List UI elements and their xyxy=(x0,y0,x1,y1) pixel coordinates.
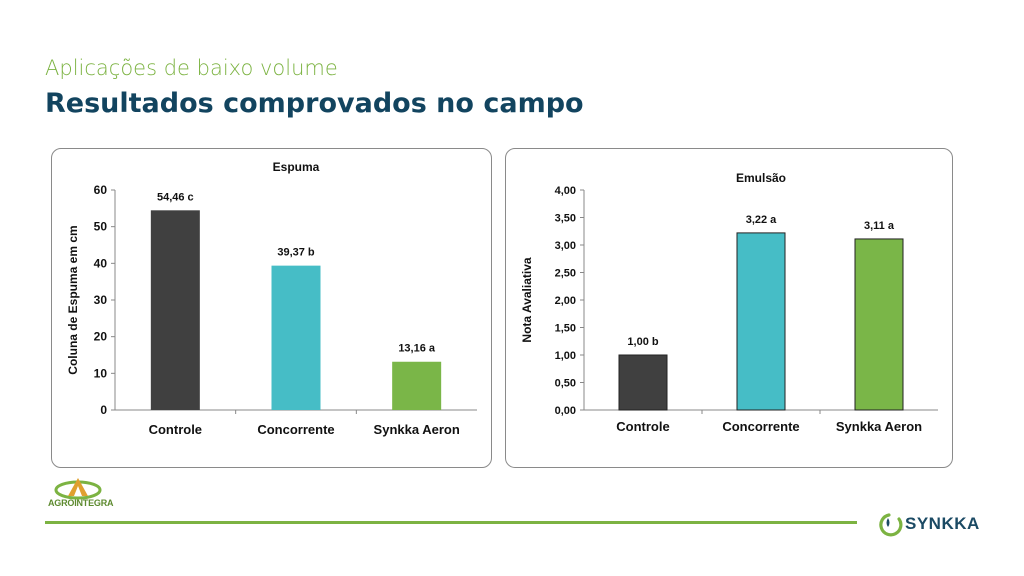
bar-controle xyxy=(150,210,200,410)
footer-divider xyxy=(45,521,857,524)
data-label: 39,37 b xyxy=(277,247,315,259)
category-label: Synkka Aeron xyxy=(374,422,460,437)
y-axis-title: Nota Avaliativa xyxy=(520,257,534,342)
y-tick-label: 2,50 xyxy=(555,268,576,280)
data-label: 3,22 a xyxy=(746,214,777,226)
category-label: Controle xyxy=(149,422,202,437)
category-label: Synkka Aeron xyxy=(836,419,922,434)
y-tick-label: 1,50 xyxy=(555,323,576,335)
y-axis-title: Coluna de Espuma em cm xyxy=(66,225,80,374)
bar-concorrente xyxy=(736,232,786,411)
data-label: 54,46 c xyxy=(157,191,194,203)
y-tick-label: 50 xyxy=(94,220,108,234)
page-title: Resultados comprovados no campo xyxy=(45,88,584,119)
data-label: 1,00 b xyxy=(627,336,658,348)
chart-emulsao: Emulsão Nota Avaliativa 0,00 0,50 1,00 1,50 2,… xyxy=(520,171,938,434)
y-tick-label: 0,50 xyxy=(555,378,576,390)
y-tick-label: 20 xyxy=(94,330,108,344)
y-tick-label: 60 xyxy=(94,183,108,197)
category-label: Concorrente xyxy=(257,422,334,437)
y-tick-label: 1,00 xyxy=(555,350,576,362)
synkka-logo-text: SYNKKA xyxy=(905,514,980,533)
chart-panel-espuma: Espuma Coluna de Espuma em cm 0 10 20 30 40 50 6… xyxy=(51,148,492,468)
agrointegra-logo-icon xyxy=(54,478,102,500)
y-tick-label: 40 xyxy=(94,256,108,270)
chart-title: Espuma xyxy=(273,160,320,174)
chart-espuma: Espuma Coluna de Espuma em cm 0 10 20 30 40 50 6… xyxy=(66,160,477,437)
y-tick-label: 3,50 xyxy=(555,213,576,225)
y-tick-label: 3,00 xyxy=(555,240,576,252)
bar-concorrente xyxy=(271,265,321,410)
data-label: 13,16 a xyxy=(398,343,436,355)
bar-controle xyxy=(618,354,668,411)
bar-synkka-aeron xyxy=(854,238,904,411)
category-label: Controle xyxy=(616,419,669,434)
y-tick-label: 0,00 xyxy=(555,405,576,417)
page-subtitle: Aplicações de baixo volume xyxy=(45,56,338,80)
y-tick-label: 0 xyxy=(100,403,107,417)
y-tick-label: 10 xyxy=(94,366,108,380)
y-tick-label: 4,00 xyxy=(555,185,576,197)
agrointegra-logo-text: AGROINTEGRA xyxy=(48,498,114,508)
data-label: 3,11 a xyxy=(864,220,895,232)
chart-title: Emulsão xyxy=(736,171,786,185)
y-tick-label: 30 xyxy=(94,293,108,307)
chart-panel-emulsao: Emulsão Nota Avaliativa 0,00 0,50 1,00 1,50 2,… xyxy=(505,148,953,468)
y-tick-label: 2,00 xyxy=(555,295,576,307)
category-label: Concorrente xyxy=(722,419,799,434)
synkka-logo-icon xyxy=(879,513,903,537)
bar-synkka-aeron xyxy=(392,361,442,410)
